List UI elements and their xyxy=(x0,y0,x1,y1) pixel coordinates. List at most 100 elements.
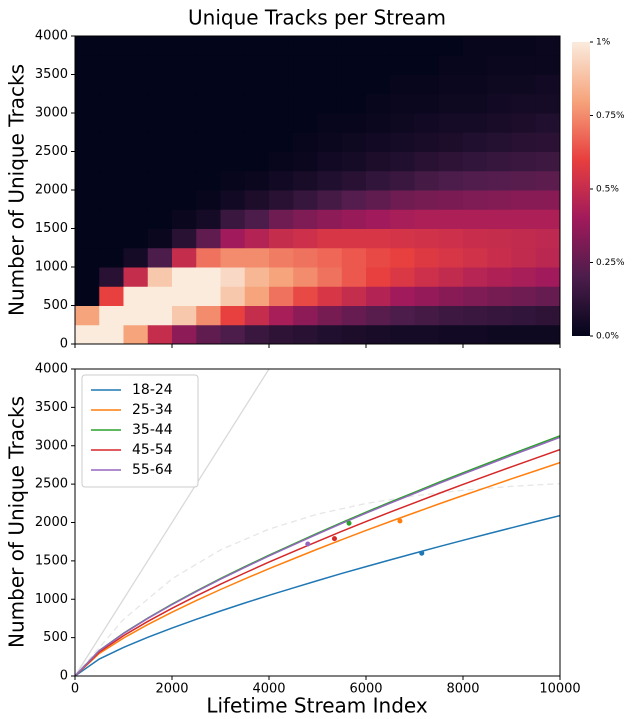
heat-cell xyxy=(438,324,464,345)
legend-label: 55-64 xyxy=(132,462,173,478)
heat-cell xyxy=(196,113,221,133)
heat-cell xyxy=(414,170,440,191)
x-tick-label: 0 xyxy=(71,682,79,697)
heat-cell xyxy=(244,305,270,326)
heat-cell xyxy=(293,55,318,75)
heat-cell xyxy=(414,324,440,345)
heat-cell xyxy=(75,305,100,326)
heat-cell xyxy=(366,286,391,306)
heat-cell xyxy=(511,305,537,326)
heat-cell xyxy=(75,151,100,172)
heat-cell xyxy=(220,324,246,345)
heat-cell xyxy=(317,132,343,152)
legend-label: 18-24 xyxy=(132,382,173,398)
heat-cell xyxy=(99,151,124,172)
series-line xyxy=(75,514,560,676)
heat-cell xyxy=(220,286,246,306)
heat-cell xyxy=(75,247,100,268)
heat-cell xyxy=(414,132,440,152)
heat-cell xyxy=(123,267,149,287)
heat-cell xyxy=(487,93,512,114)
heat-cell xyxy=(220,93,246,114)
heat-cell xyxy=(293,93,318,114)
heat-cell xyxy=(487,247,512,268)
heat-cell xyxy=(414,55,440,75)
heat-cell xyxy=(99,190,124,210)
heat-cell xyxy=(293,74,318,95)
heat-cell xyxy=(414,305,440,326)
legend-label: 25-34 xyxy=(132,402,173,418)
heat-cell xyxy=(341,55,367,75)
heat-cell xyxy=(220,113,246,133)
heat-cell xyxy=(463,247,488,268)
heat-cell xyxy=(341,267,367,287)
heat-cell xyxy=(463,324,488,345)
heat-cell xyxy=(535,190,561,210)
heat-cell xyxy=(414,113,440,133)
legend-label: 35-44 xyxy=(132,422,173,438)
heat-cell xyxy=(172,228,197,249)
heat-cell xyxy=(414,74,440,95)
legend-box xyxy=(81,374,199,488)
heat-cell xyxy=(147,267,173,287)
heat-cell xyxy=(196,132,221,152)
heat-cell xyxy=(487,151,512,172)
heat-cell xyxy=(511,209,537,229)
heat-cell xyxy=(317,324,343,345)
heat-cell xyxy=(317,267,343,287)
heat-cell xyxy=(269,209,294,229)
legend-label: 45-54 xyxy=(132,442,173,458)
y-axis-label: Number of Unique Tracks xyxy=(5,64,29,316)
heat-cell xyxy=(511,74,537,95)
heat-cell xyxy=(269,286,294,306)
heat-cell xyxy=(123,190,149,210)
heat-cell xyxy=(244,151,270,172)
heat-cell xyxy=(390,93,415,114)
heat-cell xyxy=(366,74,391,95)
heat-cell xyxy=(535,209,561,229)
y-tick-label: 500 xyxy=(43,298,68,313)
heat-cell xyxy=(366,36,391,56)
heat-cell xyxy=(196,170,221,191)
heat-cell xyxy=(147,132,173,152)
x-axis-label: Lifetime Stream Index xyxy=(206,694,428,718)
heat-cell xyxy=(487,74,512,95)
colorbar-tick-label: 0.0% xyxy=(596,332,619,342)
heat-cell xyxy=(511,151,537,172)
heat-cell xyxy=(123,228,149,249)
heat-cell xyxy=(535,132,561,152)
heat-cell xyxy=(463,209,488,229)
heat-cell xyxy=(269,324,294,345)
heat-cell xyxy=(463,190,488,210)
heat-cell xyxy=(317,36,343,56)
heat-cell xyxy=(487,228,512,249)
heat-cell xyxy=(244,170,270,191)
heat-cell xyxy=(196,324,221,345)
heat-cell xyxy=(511,324,537,345)
y-tick-label: 0 xyxy=(60,669,68,684)
heat-cell xyxy=(390,113,415,133)
heat-cell xyxy=(317,286,343,306)
heat-cell xyxy=(463,36,488,56)
heat-cell xyxy=(196,305,221,326)
heat-cell xyxy=(414,93,440,114)
heat-cell xyxy=(341,113,367,133)
heat-cell xyxy=(414,190,440,210)
x-tick-label: 8000 xyxy=(446,682,479,697)
y-tick-label: 2500 xyxy=(35,477,68,492)
heat-cell xyxy=(75,74,100,95)
heat-cell xyxy=(463,267,488,287)
heat-cell xyxy=(366,247,391,268)
heat-cell xyxy=(220,228,246,249)
heat-cell xyxy=(244,74,270,95)
heat-cell xyxy=(535,74,561,95)
heat-cell xyxy=(269,93,294,114)
series-marker xyxy=(305,541,311,547)
heat-cell xyxy=(244,93,270,114)
x-tick-label: 2000 xyxy=(155,682,188,697)
y-tick-label: 1500 xyxy=(35,221,68,236)
heat-cell xyxy=(172,247,197,268)
heat-cell xyxy=(341,132,367,152)
heat-cell xyxy=(220,74,246,95)
